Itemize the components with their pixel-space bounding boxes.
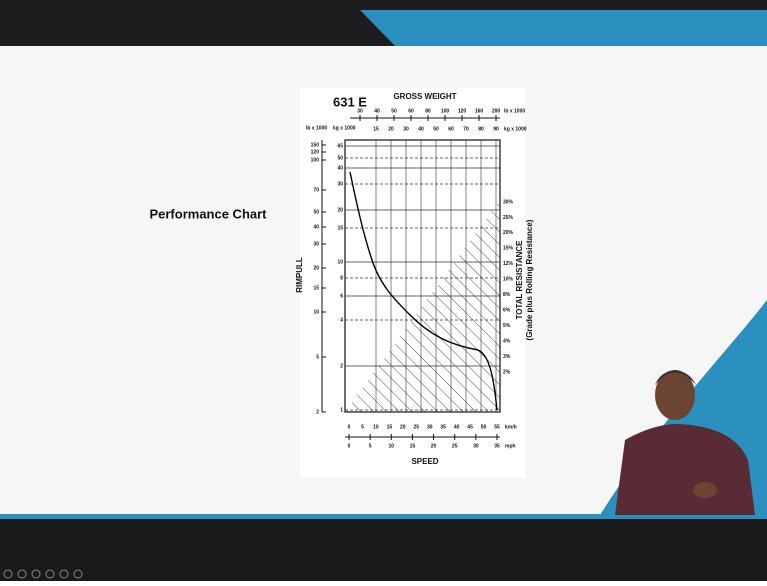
left-tick-label: 5 xyxy=(316,354,319,360)
bottom-tick-label: 55 xyxy=(494,424,500,430)
right-tick-label: 25% xyxy=(503,215,514,221)
left-tick-label: 4 xyxy=(340,317,343,323)
right-tick-label: 12% xyxy=(503,261,514,267)
bottom-tick-label: 5 xyxy=(369,443,372,449)
bottom-tick-label: 50 xyxy=(481,424,487,430)
top-tick-label: 50 xyxy=(433,126,439,132)
right-tick-label: 2% xyxy=(503,369,511,375)
slide: Performance Chart 631 E GROSS WEIGHT lb … xyxy=(0,0,767,581)
bottom-tick-label: 0 xyxy=(348,443,351,449)
top-unit: kg x 1000 xyxy=(504,126,527,132)
top-tick-label: 20 xyxy=(388,126,394,132)
left-tick-label: 6 xyxy=(340,293,343,299)
left-unit: lb x 1000 xyxy=(306,125,327,131)
left-tick-label: 20 xyxy=(337,207,343,213)
top-tick-label: 200 xyxy=(492,108,501,114)
left-tick-label: 120 xyxy=(311,149,320,155)
left-tick-label: 8 xyxy=(340,275,343,281)
bottom-title: SPEED xyxy=(411,457,438,466)
top-tick-label: 160 xyxy=(475,108,484,114)
bottom-band xyxy=(0,514,767,581)
right-tick-label: 15% xyxy=(503,246,514,252)
bottom-tick-label: 30 xyxy=(473,443,479,449)
left-title: RIMPULL xyxy=(295,257,304,293)
bottom-tick-label: 15 xyxy=(387,424,393,430)
left-tick-label: 10 xyxy=(337,259,343,265)
bottom-tick-label: 10 xyxy=(389,443,395,449)
top-tick-label: 100 xyxy=(441,108,450,114)
model: 631 E xyxy=(333,94,367,109)
left-tick-label: 50 xyxy=(337,155,343,161)
left-unit: kg x 1000 xyxy=(333,125,356,131)
right-tick-label: 3% xyxy=(503,354,511,360)
right-tick-label: 30% xyxy=(503,199,514,205)
right-tick-label: 8% xyxy=(503,292,511,298)
right-title: TOTAL RESISTANCE xyxy=(515,240,524,320)
right-subtitle: (Grade plus Rolling Resistance) xyxy=(525,219,534,340)
top-tick-label: 60 xyxy=(408,108,414,114)
left-tick-label: 100 xyxy=(311,157,320,163)
left-tick-label: 10 xyxy=(313,309,319,315)
left-tick-label: 50 xyxy=(313,209,319,215)
right-tick-label: 4% xyxy=(503,338,511,344)
top-accent xyxy=(360,10,767,46)
left-tick-label: 1 xyxy=(340,407,343,413)
bottom-tick-label: 40 xyxy=(454,424,460,430)
bottom-tick-label: 0 xyxy=(348,424,351,430)
bottom-tick-label: 30 xyxy=(427,424,433,430)
bottom-tick-label: 10 xyxy=(373,424,379,430)
bottom-tick-label: 35 xyxy=(440,424,446,430)
top-tick-label: 30 xyxy=(403,126,409,132)
bottom-unit: mph xyxy=(505,443,516,449)
page: Performance Chart 631 E GROSS WEIGHT lb … xyxy=(0,0,767,581)
top-tick-label: 90 xyxy=(493,126,499,132)
left-tick-label: 2 xyxy=(340,363,343,369)
left-tick-label: 40 xyxy=(313,224,319,230)
slide-title: Performance Chart xyxy=(149,206,267,221)
right-tick-label: 10% xyxy=(503,277,514,283)
left-tick-label: 20 xyxy=(313,265,319,271)
left-tick-label: 65 xyxy=(337,143,343,149)
top-tick-label: 120 xyxy=(458,108,467,114)
bottom-tick-label: 15 xyxy=(410,443,416,449)
bottom-unit: km/h xyxy=(505,424,517,430)
bottom-tick-label: 20 xyxy=(431,443,437,449)
top-tick-label: 80 xyxy=(478,126,484,132)
top-tick-label: 40 xyxy=(374,108,380,114)
bottom-tick-label: 45 xyxy=(467,424,473,430)
top-unit: lb x 1000 xyxy=(504,108,525,114)
bottom-tick-label: 35 xyxy=(494,443,500,449)
left-tick-label: 15 xyxy=(337,225,343,231)
left-tick-label: 30 xyxy=(313,241,319,247)
bottom-tick-label: 20 xyxy=(400,424,406,430)
top-tick-label: 30 xyxy=(357,108,363,114)
left-tick-label: 70 xyxy=(313,187,319,193)
top-tick-label: 60 xyxy=(448,126,454,132)
left-tick-label: 2 xyxy=(316,409,319,415)
right-tick-label: 6% xyxy=(503,308,511,314)
presenter-hand xyxy=(693,482,717,498)
top-tick-label: 80 xyxy=(425,108,431,114)
bottom-tick-label: 25 xyxy=(413,424,419,430)
top-title: GROSS WEIGHT xyxy=(393,92,456,101)
top-tick-label: 15 xyxy=(373,126,379,132)
top-tick-label: 70 xyxy=(463,126,469,132)
top-tick-label: 50 xyxy=(391,108,397,114)
top-tick-label: 40 xyxy=(418,126,424,132)
left-tick-label: 15 xyxy=(313,285,319,291)
left-tick-label: 30 xyxy=(337,181,343,187)
bottom-tick-label: 5 xyxy=(361,424,364,430)
left-tick-label: 40 xyxy=(337,165,343,171)
right-tick-label: 5% xyxy=(503,323,511,329)
left-tick-label: 150 xyxy=(311,142,320,148)
bottom-tick-label: 25 xyxy=(452,443,458,449)
right-tick-label: 20% xyxy=(503,230,514,236)
